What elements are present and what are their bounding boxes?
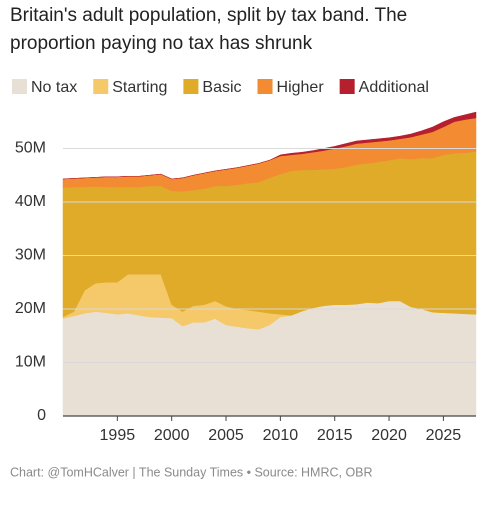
x-tick-label: 2005	[208, 427, 244, 444]
y-tick-label: 30M	[15, 247, 46, 264]
area	[62, 111, 477, 180]
y-tick-label: 20M	[15, 300, 46, 317]
legend-swatch	[339, 79, 355, 94]
y-tick-label: 40M	[15, 193, 46, 210]
x-tick-label: 2015	[317, 427, 353, 444]
x-tick-label: 1995	[100, 427, 136, 444]
y-tick-label: 10M	[15, 354, 46, 371]
legend-label: No tax	[31, 79, 77, 96]
legend-label: Starting	[112, 79, 167, 96]
legend-swatch	[183, 79, 199, 94]
legend-swatch	[12, 79, 27, 94]
x-tick-label: 2000	[154, 427, 190, 444]
legend-swatch	[93, 79, 109, 94]
source: Chart: @TomHCalver | The Sunday Times • …	[10, 465, 373, 479]
legend-swatch	[257, 79, 273, 94]
y-tick-label: 0	[37, 407, 46, 424]
legend-label: Higher	[277, 79, 325, 96]
x-tick-label: 2010	[263, 427, 299, 444]
y-tick-label: 50M	[15, 140, 46, 157]
legend-label: Additional	[359, 79, 429, 96]
plot-area	[62, 111, 477, 417]
legend-label: Basic	[202, 79, 241, 96]
x-tick-label: 2020	[371, 427, 407, 444]
x-tick-label: 2025	[426, 427, 462, 444]
chart-title: Britain's adult population, split by tax…	[10, 5, 407, 54]
